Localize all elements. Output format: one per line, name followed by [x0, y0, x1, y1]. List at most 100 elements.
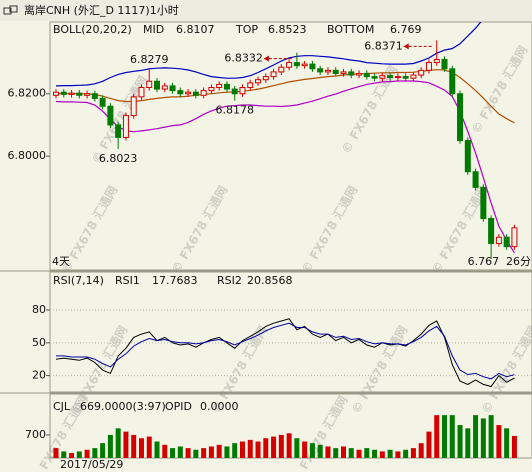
volume-bar: [325, 446, 331, 458]
candle-body: [402, 76, 409, 79]
series-line: [55, 318, 515, 388]
candle-body: [480, 186, 487, 220]
volume-bar: [488, 415, 494, 458]
price-annotation: 6.8178: [215, 104, 254, 117]
candle-body: [472, 171, 479, 188]
candle-body: [146, 80, 153, 89]
indicator-name: RSI(7,14): [53, 274, 104, 287]
volume-bar: [309, 443, 315, 458]
volume-bar: [146, 436, 152, 458]
candle-body: [216, 83, 223, 89]
candle-body: [511, 227, 518, 248]
title-bar: [0, 0, 532, 21]
y-tick-label: 700: [25, 428, 46, 441]
volume-bar: [434, 415, 440, 458]
volume-bar: [387, 449, 393, 458]
candle-body: [91, 93, 98, 99]
volume-bar: [224, 446, 230, 458]
volume-bar: [442, 415, 447, 458]
volume-bar: [263, 438, 269, 458]
candle-body: [60, 91, 67, 95]
candle-body: [418, 69, 425, 76]
volume-bar: [473, 415, 479, 458]
candle-body: [223, 83, 230, 90]
legend-name: BOTTOM: [327, 23, 374, 36]
price-panel: [49, 21, 532, 271]
volume-bar: [100, 443, 106, 458]
candle-body: [154, 80, 161, 90]
volume-bar: [138, 438, 144, 458]
price-annotation: 6.8023: [99, 152, 138, 165]
volume-bar: [154, 441, 160, 458]
candle-body: [324, 69, 331, 73]
volume-bar: [123, 431, 129, 458]
rsi-panel: [49, 271, 532, 393]
candle-body: [122, 115, 129, 138]
volume-bar: [511, 435, 517, 458]
volume-bar: [504, 428, 510, 458]
candle-body: [317, 68, 324, 73]
volume-bar: [255, 441, 261, 458]
candle-body: [84, 93, 91, 96]
candle-body: [425, 62, 432, 71]
candle-body: [200, 90, 207, 96]
volume-bar: [348, 448, 354, 458]
legend-value: 20.8568: [247, 274, 293, 287]
candle-body: [99, 97, 106, 107]
candle-body: [130, 96, 137, 117]
candle-body: [340, 71, 347, 74]
volume-bar: [92, 448, 98, 458]
candle-body: [192, 91, 199, 96]
date-label: 2017/05/29: [60, 458, 123, 471]
window-title: 离岸CNH (外汇_D 1117)1小时: [24, 3, 179, 17]
legend-name: OPID: [165, 400, 192, 413]
candle-body: [247, 82, 254, 89]
series-line: [56, 322, 515, 380]
volume-bar: [317, 444, 323, 458]
candle-body: [464, 140, 471, 173]
candle-body: [53, 91, 59, 96]
price-annotation: 6.8279: [130, 53, 169, 66]
volume-bar: [201, 448, 207, 458]
candle-body: [433, 58, 440, 64]
volume-bar: [302, 441, 308, 458]
candle-body: [177, 90, 184, 95]
candle-body: [449, 68, 456, 95]
volume-bar: [294, 438, 300, 458]
volume-bar: [496, 425, 502, 458]
candle-body: [371, 76, 378, 79]
y-tick-label: 80: [32, 303, 46, 316]
candle-body: [457, 93, 464, 142]
legend-value: 6.8107: [176, 23, 215, 36]
volume-bar: [247, 439, 253, 458]
period-label: 4天: [52, 255, 70, 268]
annotation-arrowhead: [403, 43, 409, 50]
legend-value: 6.8523: [268, 23, 307, 36]
volume-bar: [107, 434, 113, 458]
y-tick-label: 50: [32, 336, 46, 349]
indicator-value: 669.0000(3:97): [80, 400, 166, 413]
volume-bar: [193, 449, 199, 458]
candle-body: [286, 62, 293, 68]
candle-body: [278, 66, 285, 73]
candle-body: [410, 74, 417, 79]
period-label: 26分: [506, 255, 531, 268]
volume-bar: [340, 446, 346, 458]
y-tick-label: 6.8000: [8, 149, 47, 162]
candle-body: [138, 87, 145, 98]
volume-bar: [449, 415, 455, 458]
candle-body: [107, 105, 114, 126]
volume-bar: [232, 443, 238, 458]
volume-bar: [162, 444, 168, 458]
candle-body: [348, 71, 355, 76]
band-line: [55, 80, 515, 254]
volume-bar: [333, 448, 339, 458]
candle-body: [185, 91, 192, 95]
window-icon: [3, 5, 18, 15]
volume-bar: [115, 428, 121, 458]
candle-body: [309, 63, 316, 70]
volume-bar: [410, 448, 416, 458]
candle-body: [301, 63, 308, 67]
